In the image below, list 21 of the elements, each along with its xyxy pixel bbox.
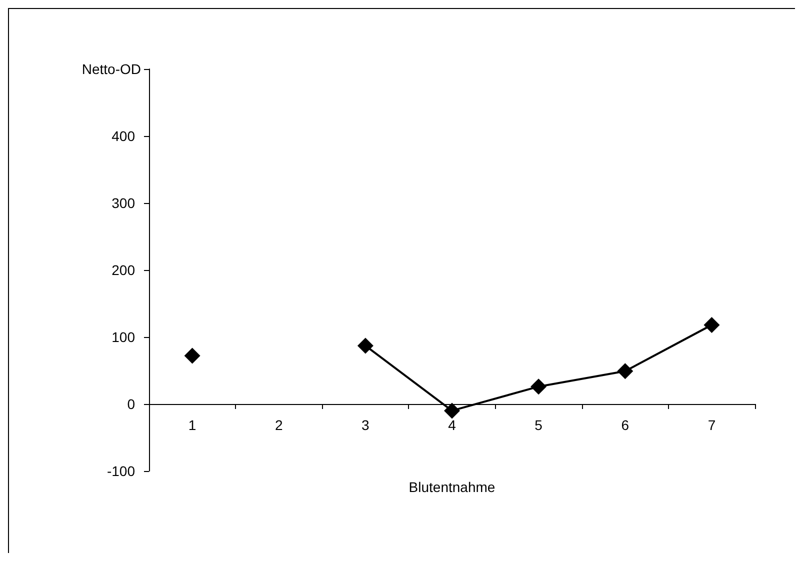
- y-tick-label: 300: [112, 195, 136, 211]
- x-tick-label: 1: [188, 417, 196, 433]
- x-axis-title: Blutentnahme: [408, 479, 496, 495]
- y-tick-label: 200: [112, 262, 136, 278]
- point: [530, 378, 547, 395]
- point: [444, 402, 460, 419]
- x-tick-label: 3: [362, 417, 370, 433]
- x-tick-label: 4: [448, 417, 456, 433]
- y-tick-label: 0: [127, 396, 136, 412]
- point: [617, 363, 634, 380]
- x-tick-label: 5: [534, 417, 543, 433]
- y-tick-label: 100: [112, 329, 136, 345]
- x-tick-label: 2: [274, 417, 283, 433]
- point: [357, 338, 374, 354]
- x-tick-label: 7: [708, 417, 716, 433]
- y-tick-label: 400: [112, 128, 136, 144]
- x-tick-label: 6: [621, 417, 630, 433]
- point: [704, 316, 720, 333]
- point: [184, 348, 200, 364]
- y-axis-title: Netto-OD: [82, 61, 141, 77]
- y-tick-label: -100: [106, 463, 136, 479]
